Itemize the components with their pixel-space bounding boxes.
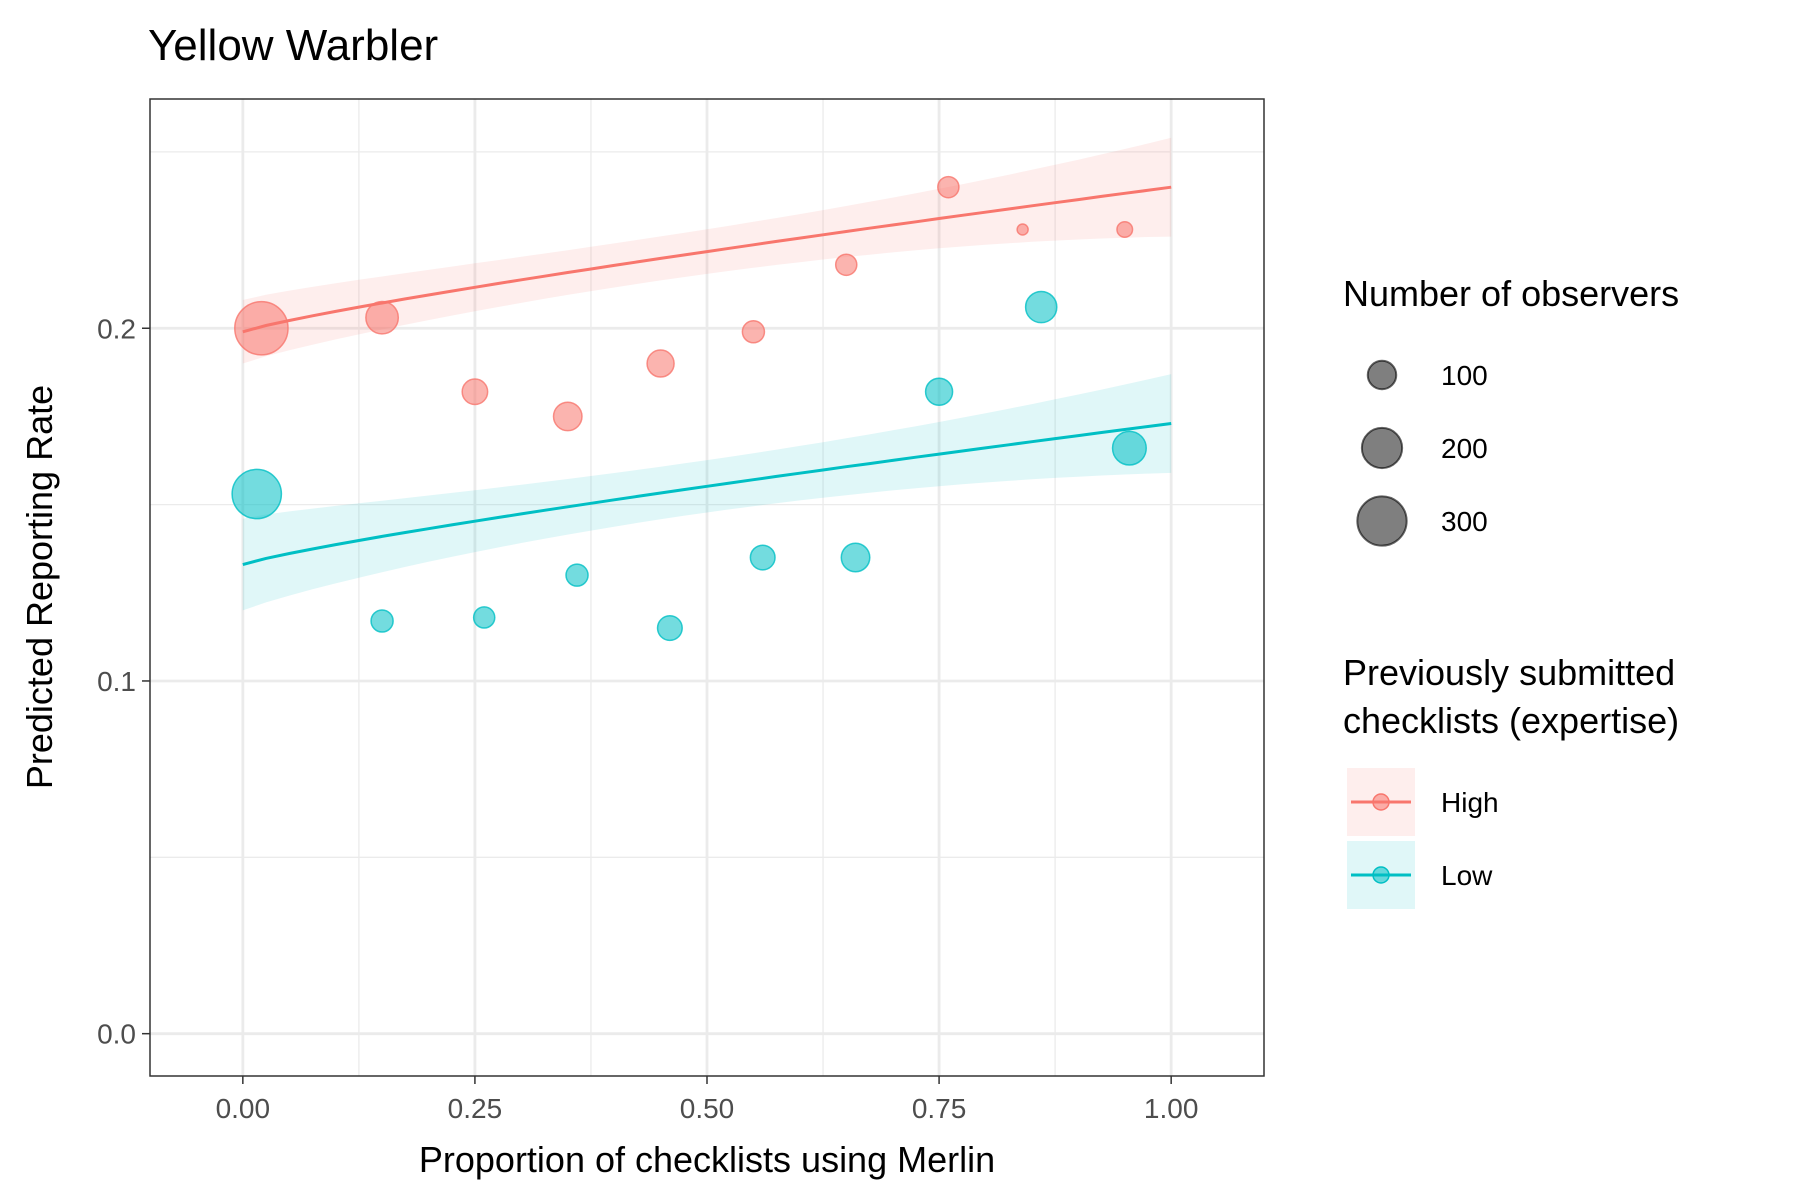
size-legend-label: 100 <box>1441 360 1488 391</box>
color-legend-label: Low <box>1441 860 1493 891</box>
fit-line-low <box>242 422 1172 567</box>
color-legend: Previously submitted checklists (experti… <box>1343 652 1679 909</box>
fit-lines <box>242 185 1172 567</box>
point-low <box>1024 290 1058 324</box>
y-axis-ticks: 0.0 0.1 0.2 <box>97 313 150 1050</box>
y-axis-title: Predicted Reporting Rate <box>19 385 60 789</box>
x-tick-label: 0.50 <box>680 1093 735 1124</box>
x-axis-title: Proportion of checklists using Merlin <box>419 1139 995 1180</box>
size-legend-title: Number of observers <box>1343 273 1679 314</box>
size-legend-key <box>1356 495 1408 547</box>
point-high <box>937 175 960 199</box>
point-low <box>840 542 871 573</box>
size-legend-label: 200 <box>1441 433 1488 464</box>
size-legend: Number of observers 100 200 300 <box>1343 273 1679 547</box>
x-tick-label: 0.25 <box>448 1093 503 1124</box>
size-legend-label: 300 <box>1441 506 1488 537</box>
point-high <box>834 253 858 277</box>
point-low <box>370 609 394 633</box>
point-low <box>472 606 496 629</box>
point-high <box>1116 220 1134 239</box>
y-tick-label: 0.2 <box>97 313 136 344</box>
color-legend-title-line-1: Previously submitted <box>1343 652 1675 693</box>
x-tick-label: 0.75 <box>912 1093 967 1124</box>
point-high <box>1016 223 1029 236</box>
point-high <box>741 320 766 344</box>
size-legend-key <box>1366 359 1398 391</box>
point-low <box>924 377 954 406</box>
color-legend-label: High <box>1441 787 1499 818</box>
point-high <box>646 349 675 378</box>
point-high <box>365 300 400 335</box>
point-high <box>234 300 289 356</box>
color-legend-key-point <box>1372 793 1390 811</box>
color-legend-key-point <box>1372 866 1390 884</box>
point-high <box>461 378 489 406</box>
point-low <box>656 614 683 642</box>
y-tick-label: 0.0 <box>97 1019 136 1050</box>
x-axis-ticks: 0.00 0.25 0.50 0.75 1.00 <box>216 1076 1199 1124</box>
grid <box>150 99 1264 1076</box>
x-tick-label: 1.00 <box>1144 1093 1199 1124</box>
point-low <box>565 563 589 587</box>
size-legend-key <box>1360 426 1404 470</box>
color-legend-title-line-2: checklists (expertise) <box>1343 700 1679 741</box>
point-low <box>1111 430 1147 466</box>
chart-title: Yellow Warbler <box>148 21 438 70</box>
fit-line-high <box>242 185 1172 334</box>
x-tick-label: 0.00 <box>216 1093 271 1124</box>
point-low <box>231 468 283 520</box>
confidence-band-low <box>242 374 1172 611</box>
data-points <box>231 175 1147 642</box>
y-tick-label: 0.1 <box>97 666 136 697</box>
point-low <box>749 544 776 571</box>
point-high <box>552 401 583 432</box>
